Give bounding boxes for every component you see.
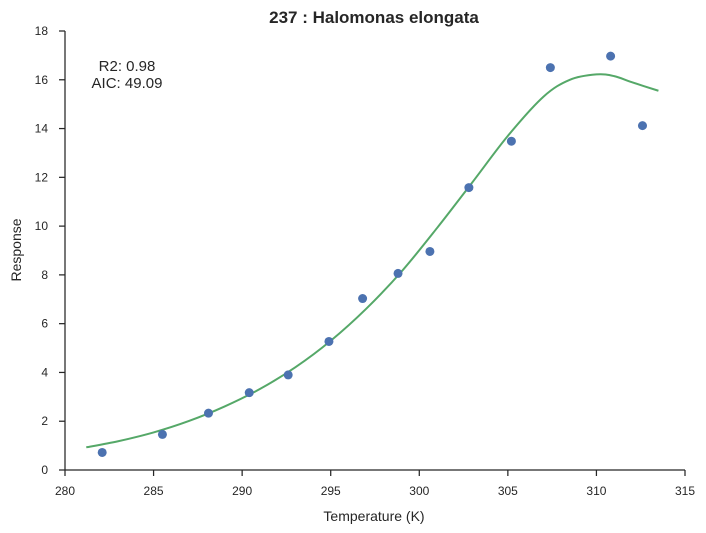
r2-annotation: R2: 0.98 — [99, 58, 156, 75]
x-tick-label: 280 — [55, 484, 75, 498]
x-tick-label: 290 — [232, 484, 252, 498]
x-tick-label: 315 — [675, 484, 695, 498]
fit-curve — [86, 73, 659, 449]
x-tick-label: 310 — [586, 484, 606, 498]
data-point — [97, 447, 107, 457]
data-point — [606, 51, 616, 61]
y-tick-label: 4 — [41, 365, 48, 379]
y-axis-label: Response — [8, 218, 24, 281]
y-axis-ticks: 0 2 4 6 8 10 12 14 16 18 — [35, 24, 65, 477]
x-tick-label: 305 — [498, 484, 518, 498]
y-tick-label: 2 — [41, 414, 48, 428]
data-point — [324, 336, 334, 346]
y-tick-label: 12 — [35, 170, 49, 184]
data-point — [637, 121, 647, 131]
y-tick-label: 0 — [41, 463, 48, 477]
data-point — [244, 388, 254, 398]
chart-title: 237 : Halomonas elongata — [269, 8, 479, 27]
y-tick-label: 18 — [35, 24, 49, 38]
data-point — [545, 63, 555, 73]
data-point — [506, 136, 516, 146]
y-tick-label: 8 — [41, 268, 48, 282]
data-point — [425, 246, 435, 256]
data-point — [464, 183, 474, 193]
aic-annotation: AIC: 49.09 — [92, 75, 163, 92]
y-tick-label: 6 — [41, 317, 48, 331]
y-tick-label: 14 — [35, 122, 49, 136]
data-point — [203, 408, 213, 418]
data-point — [283, 370, 293, 380]
x-tick-label: 285 — [144, 484, 164, 498]
data-point — [157, 429, 167, 439]
data-point — [358, 294, 368, 304]
data-points — [97, 51, 647, 457]
x-axis-ticks: 280 285 290 295 300 305 310 315 — [55, 470, 695, 498]
y-tick-label: 10 — [35, 219, 49, 233]
x-tick-label: 300 — [409, 484, 429, 498]
y-tick-label: 16 — [35, 73, 49, 87]
data-point — [393, 268, 403, 278]
x-axis-label: Temperature (K) — [323, 508, 424, 524]
x-tick-label: 295 — [321, 484, 341, 498]
